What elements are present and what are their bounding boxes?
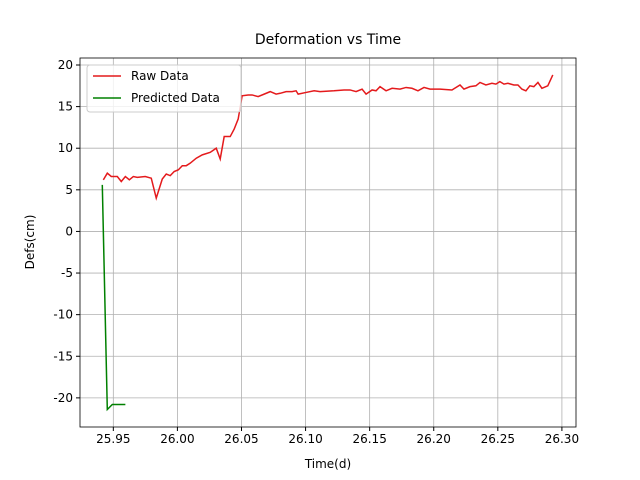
x-tick-label: 26.05	[224, 432, 258, 446]
x-axis-label: Time(d)	[304, 457, 351, 471]
x-tick-label: 26.00	[160, 432, 194, 446]
legend-label: Raw Data	[131, 69, 189, 83]
y-tick-label: 5	[65, 183, 73, 197]
y-tick-label: -10	[53, 308, 73, 322]
y-tick-label: 15	[58, 100, 73, 114]
x-tick-label: 26.10	[288, 432, 322, 446]
legend-label: Predicted Data	[131, 91, 220, 105]
chart-title: Deformation vs Time	[255, 32, 401, 48]
x-tick-label: 26.20	[417, 432, 451, 446]
y-tick-label: 0	[65, 224, 73, 238]
y-tick-label: -20	[53, 391, 73, 405]
x-tick-label: 26.25	[481, 432, 515, 446]
y-tick-label: 10	[58, 141, 73, 155]
y-tick-label: 20	[58, 58, 73, 72]
y-tick-label: -15	[53, 349, 73, 363]
y-axis-label: Defs(cm)	[23, 215, 37, 270]
y-tick-label: -5	[61, 266, 73, 280]
legend: Raw Data Predicted Data	[86, 64, 242, 113]
x-tick-label: 26.30	[545, 432, 579, 446]
data-line	[101, 184, 126, 412]
x-tick-label: 26.15	[352, 432, 386, 446]
x-tick-label: 25.95	[96, 432, 130, 446]
data-line	[102, 74, 554, 201]
legend-box	[86, 64, 242, 113]
plot-frame	[79, 57, 577, 428]
